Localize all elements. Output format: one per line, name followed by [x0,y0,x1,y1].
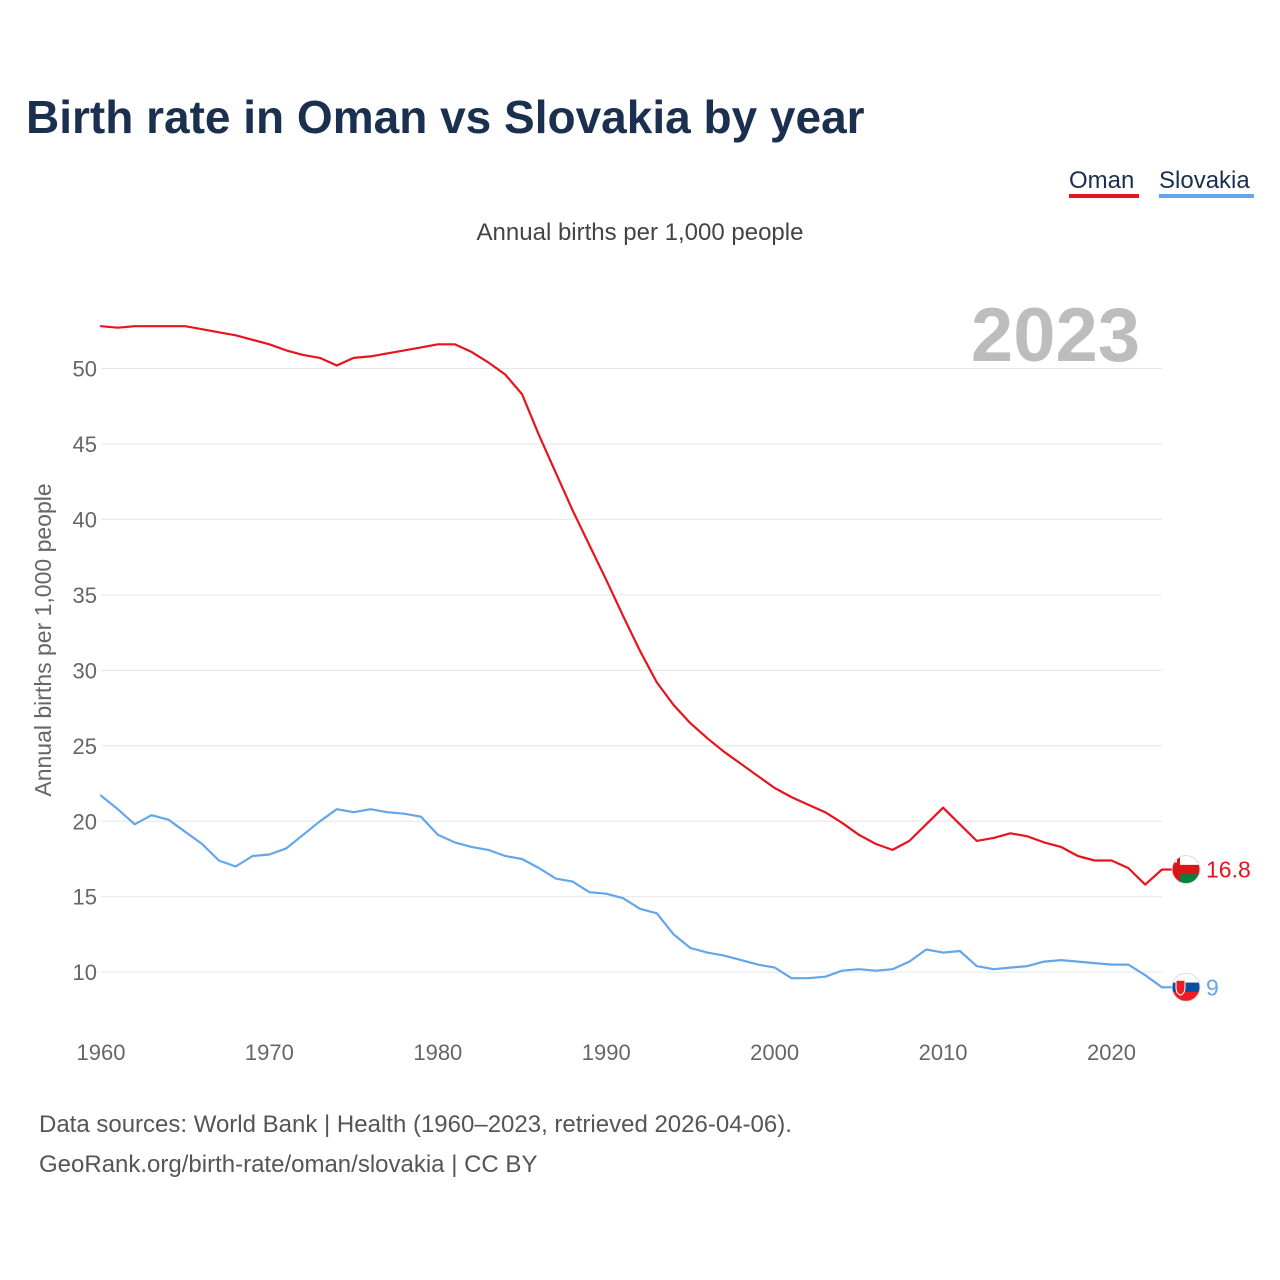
legend-label-oman[interactable]: Oman [1069,167,1134,194]
x-tick-label: 1990 [582,1040,631,1065]
gridlines [101,367,1162,973]
x-tick-label: 2020 [1087,1040,1136,1065]
year-watermark: 2023 [971,293,1140,378]
y-tick-label: 20 [73,809,97,834]
x-tick-label: 1960 [77,1040,126,1065]
y-tick-label: 30 [73,658,97,683]
y-tick-label: 25 [73,734,97,759]
oman-flag-icon [1171,855,1201,885]
series-line-slovakia[interactable] [99,794,1164,989]
series-line-oman[interactable] [99,325,1164,886]
y-axis-ticks: 10 15 20 25 30 35 40 45 50 [73,356,97,985]
y-tick-label: 15 [73,885,97,910]
legend[interactable]: Oman Slovakia [1069,167,1254,198]
y-axis-title: Annual births per 1,000 people [30,483,56,796]
legend-item-oman[interactable]: Oman [1069,167,1139,198]
source-line-2[interactable]: GeoRank.org/birth-rate/oman/slovakia | C… [39,1151,538,1178]
y-tick-label: 45 [73,432,97,457]
slovakia-flag-icon [1171,972,1201,1002]
y-tick-label: 35 [73,583,97,608]
end-markers: 16.89 [1162,855,1251,1002]
legend-label-slovakia[interactable]: Slovakia [1159,167,1250,194]
x-tick-label: 2010 [919,1040,968,1065]
x-axis-ticks: 1960 1970 1980 1990 2000 2010 2020 [77,1040,1136,1065]
chart-subtitle: Annual births per 1,000 people [477,219,804,246]
legend-swatch-oman [1069,194,1139,198]
x-tick-label: 1980 [413,1040,462,1065]
source-line-1: Data sources: World Bank | Health (1960–… [39,1111,792,1138]
legend-swatch-slovakia [1159,194,1254,198]
x-tick-label: 2000 [750,1040,799,1065]
source-footer: Data sources: World Bank | Health (1960–… [39,1105,792,1185]
legend-item-slovakia[interactable]: Slovakia [1159,167,1254,198]
end-value-label-slovakia: 9 [1206,974,1219,1000]
x-tick-label: 1970 [245,1040,294,1065]
chart-title: Birth rate in Oman vs Slovakia by year [26,91,865,143]
y-tick-label: 40 [73,507,97,532]
end-value-label-oman: 16.8 [1206,857,1251,883]
y-tick-label: 50 [73,356,97,381]
y-tick-label: 10 [73,960,97,985]
series-lines [99,325,1164,989]
